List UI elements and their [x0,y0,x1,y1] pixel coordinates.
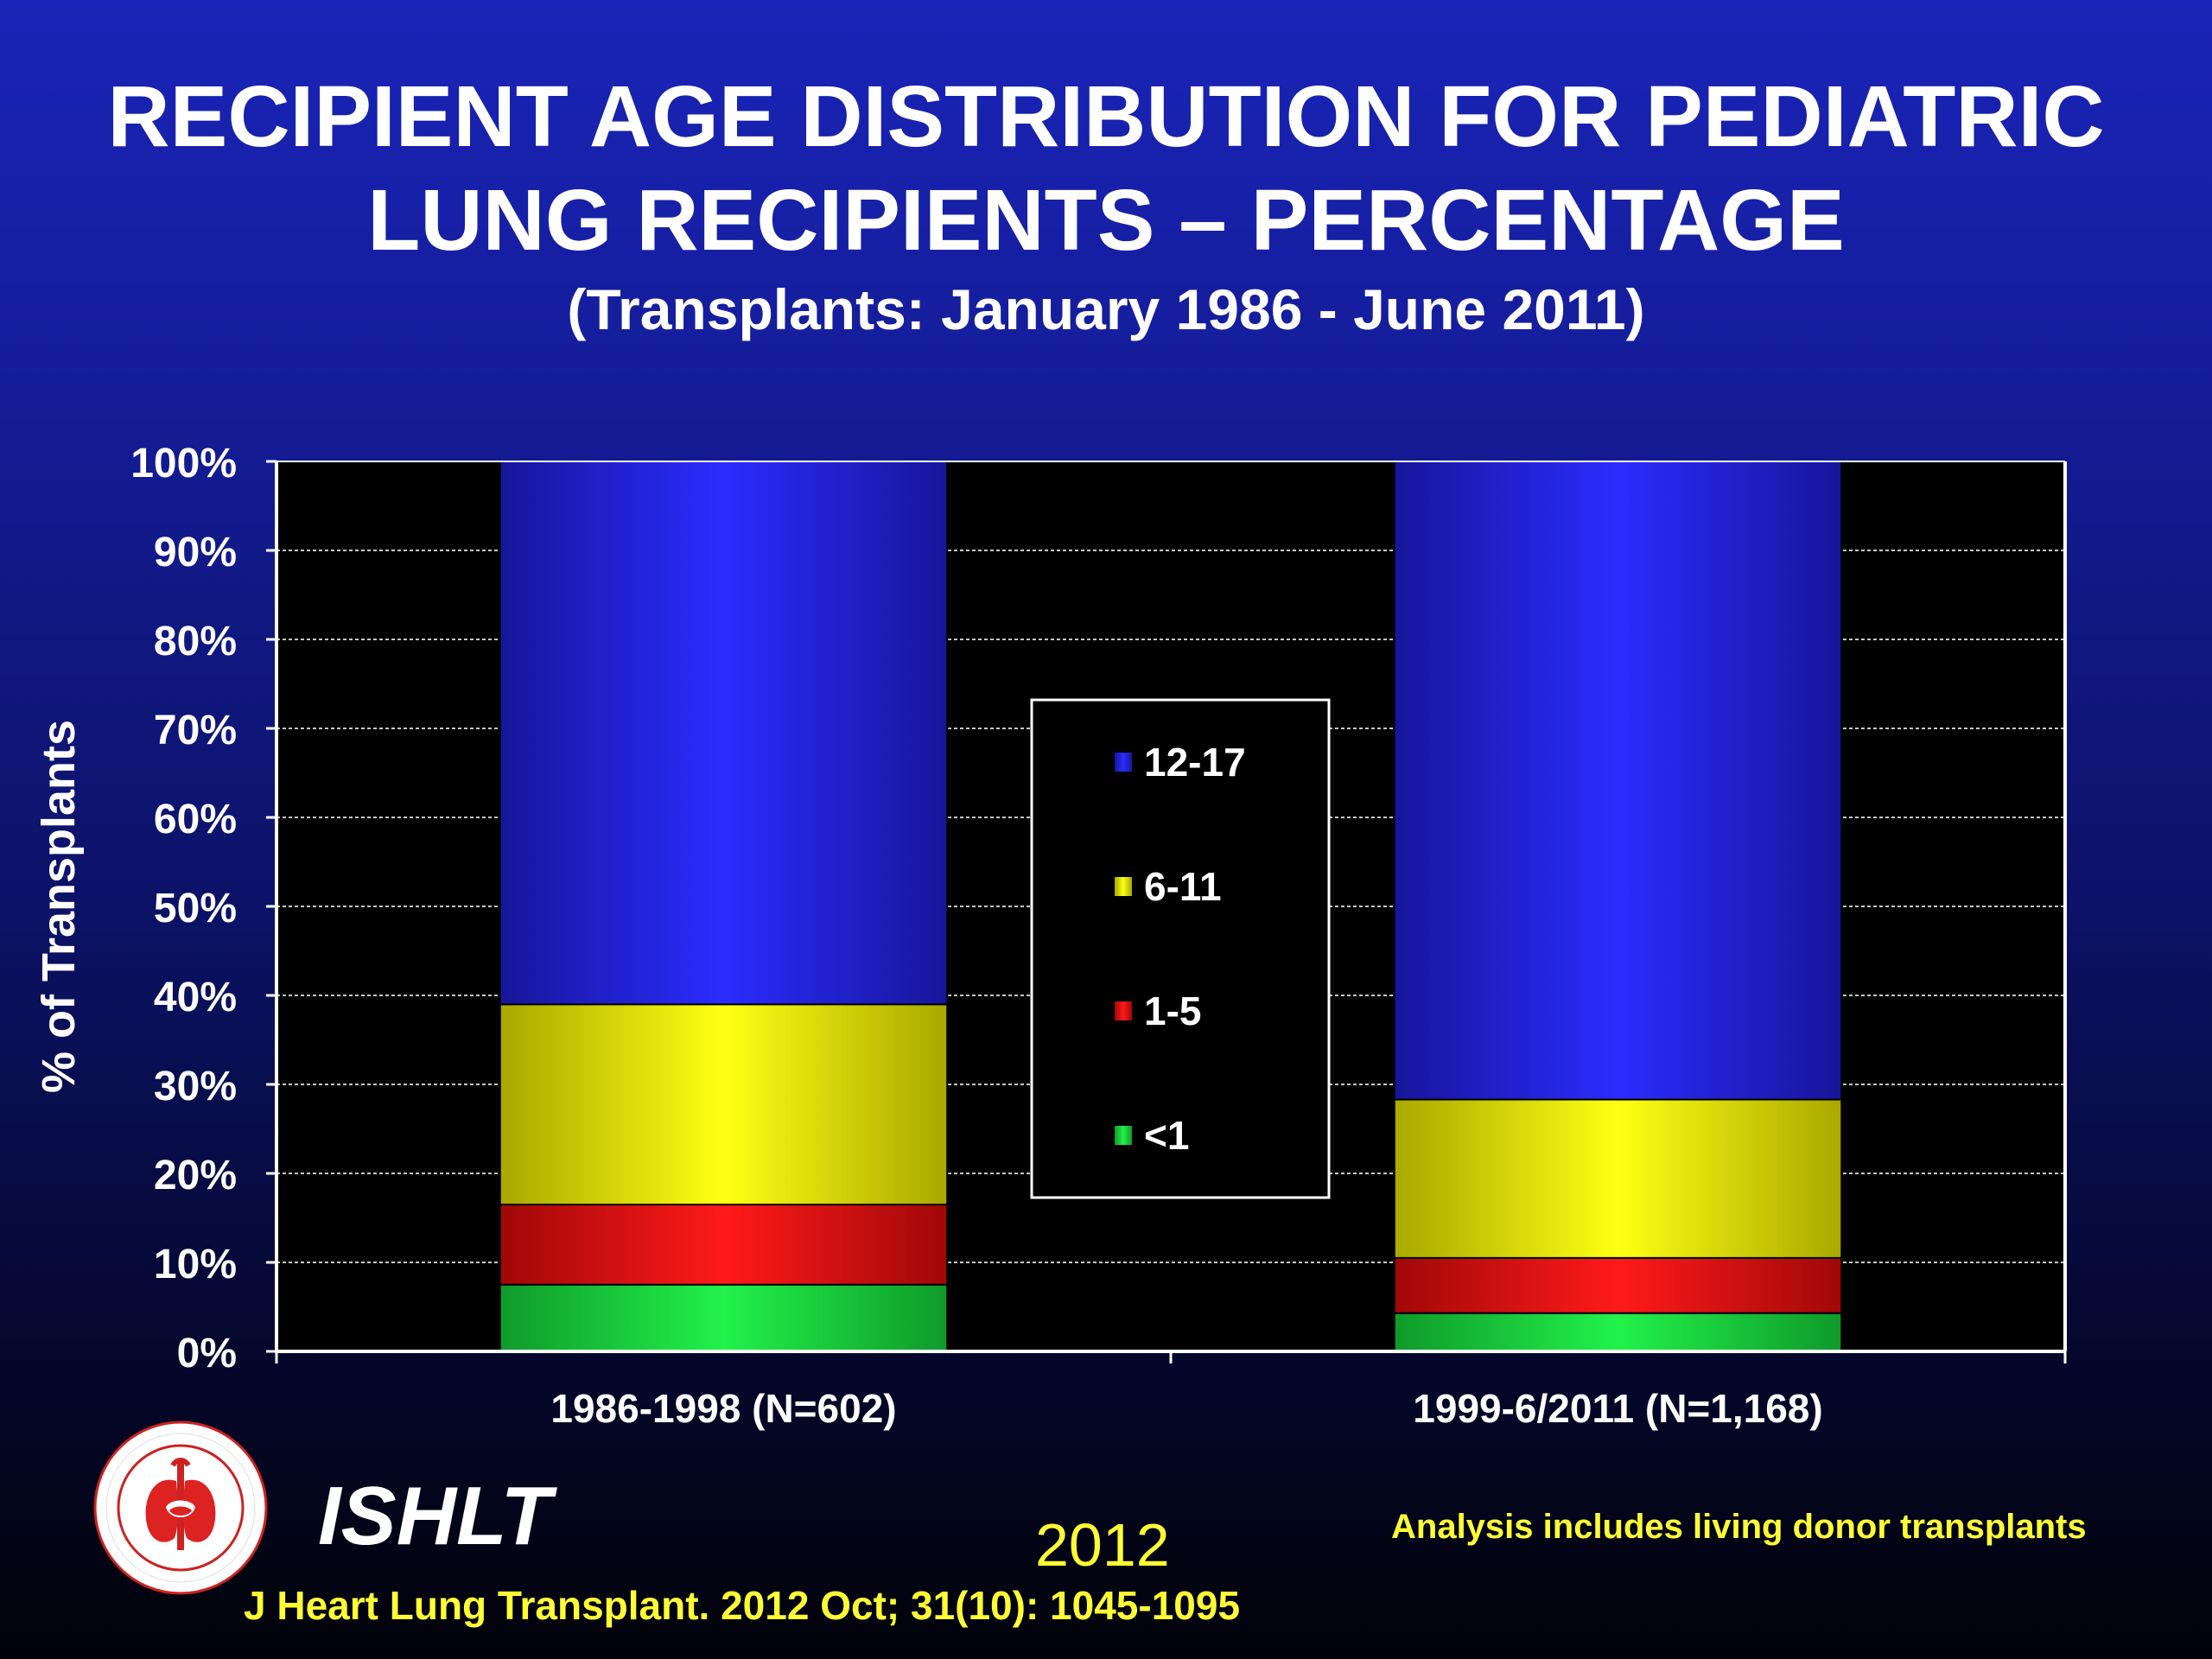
bar-segment-1-5 [499,1204,949,1286]
legend: 12-17 6-11 1-5 <1 [1030,698,1331,1199]
legend-swatch-6-11 [1115,877,1132,896]
y-tick-label: 70% [154,708,237,753]
citation: J Heart Lung Transplant. 2012 Oct; 31(10… [244,1583,1241,1628]
y-tick-label: 40% [154,975,237,1020]
bar-segment-12-17 [1393,461,1843,1101]
x-tick-label: 1986-1998 (N=602) [550,1386,896,1431]
tick-labels: 0% 10% 20% 30% 40% 50% 60% 70% 80% 90% 100% 1986-19… [130,441,1822,1431]
legend-swatch-1-5 [1115,1001,1132,1020]
y-tick-label: 90% [154,530,237,575]
title-line-1: RECIPIENT AGE DISTRIBUTION FOR PEDIATRIC [107,68,2105,165]
y-axis-title: % of Transplants [33,720,85,1093]
legend-box [1030,698,1331,1199]
y-tick-label: 100% [130,441,237,486]
y-tick-label: 30% [154,1064,237,1109]
y-tick-label: 80% [154,619,237,664]
y-tick-label: 0% [177,1331,237,1376]
legend-swatch-12-17 [1115,753,1132,772]
year-label: 2012 [1035,1511,1170,1579]
axes [266,460,2067,1363]
legend-swatch-lt1 [1115,1126,1132,1145]
legend-label-lt1: <1 [1144,1113,1189,1158]
bar-segment-1-5 [1393,1256,1843,1314]
y-tick-label: 60% [154,797,237,842]
bars [499,461,1843,1352]
subtitle: (Transplants: January 1986 - June 2011) [567,277,1645,341]
bar-segment-6-11 [499,1003,949,1206]
ishlt-logo [93,1421,268,1595]
title-line-2: LUNG RECIPIENTS – PERCENTAGE [367,172,1845,269]
x-tick-label: 1999-6/2011 (N=1,168) [1413,1386,1822,1431]
y-tick-label: 20% [154,1153,237,1198]
legend-label-1-5: 1-5 [1144,988,1201,1033]
ishlt-label: ISHLT [318,1470,552,1562]
analysis-note: Analysis includes living donor transplan… [1391,1508,2087,1546]
bar-segment-lt1 [499,1283,949,1352]
bar-segment-12-17 [499,461,949,1006]
bar-segment-6-11 [1393,1098,1843,1259]
y-tick-label: 10% [154,1242,237,1287]
bar-segment-lt1 [1393,1312,1843,1352]
y-tick-label: 50% [154,886,237,931]
legend-label-12-17: 12-17 [1144,740,1246,785]
legend-label-6-11: 6-11 [1144,864,1222,909]
